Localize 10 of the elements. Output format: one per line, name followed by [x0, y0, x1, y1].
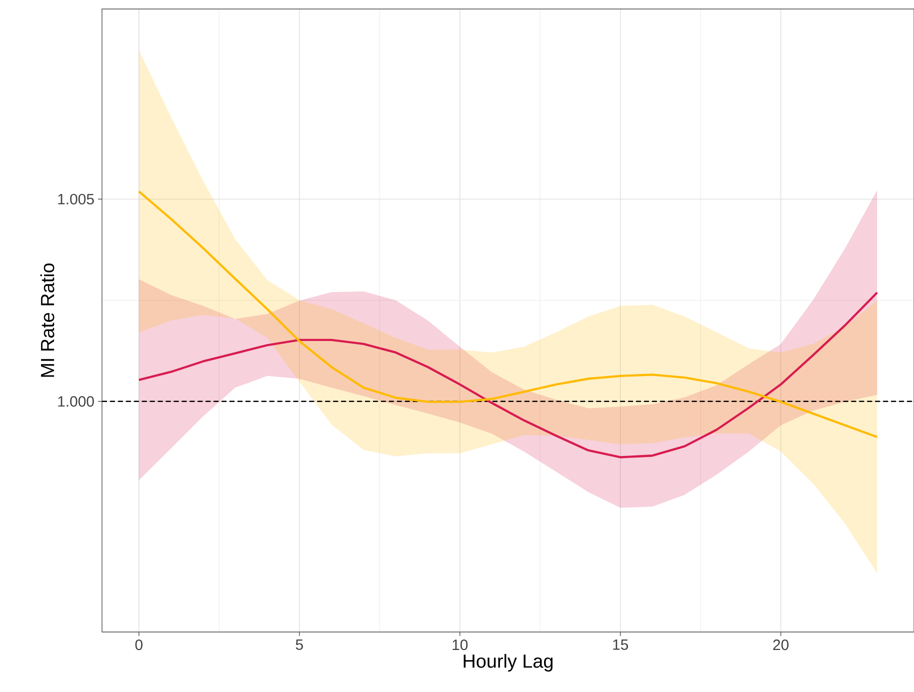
x-axis-title: Hourly Lag — [464, 654, 553, 672]
y-tick-label: 1.000 — [58, 396, 94, 407]
x-tick-label: 15 — [613, 640, 628, 650]
x-tick-label: 20 — [773, 640, 789, 650]
x-tick-label: 10 — [452, 640, 468, 650]
line-series — [138, 291, 878, 458]
y-axis-title: MI Rate Ratio — [40, 263, 54, 377]
x-tick-label: 0 — [135, 640, 142, 650]
y-tick-label: 1.005 — [58, 194, 94, 204]
x-tick-label: 5 — [296, 640, 303, 650]
